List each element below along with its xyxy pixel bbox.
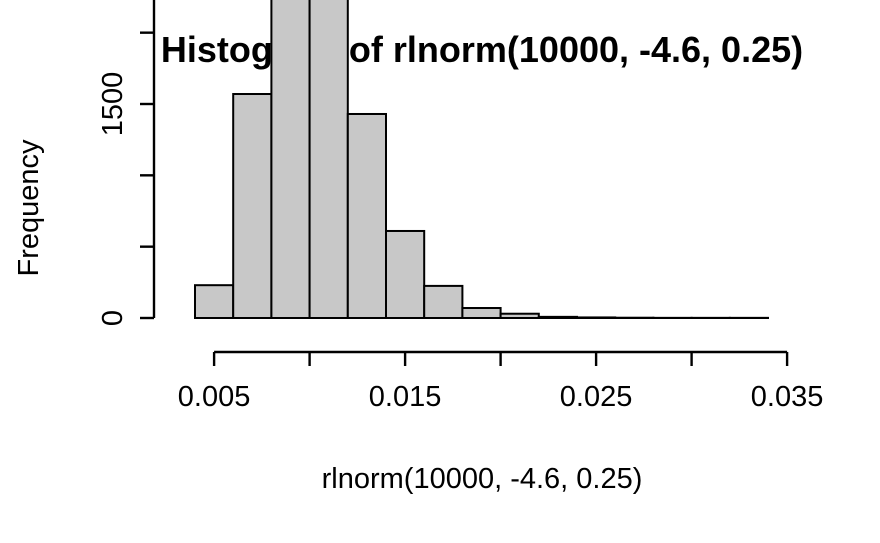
x-tick-label: 0.005 bbox=[178, 381, 251, 413]
histogram-bar bbox=[385, 229, 426, 319]
x-tick-label: 0.015 bbox=[369, 381, 442, 413]
histogram-bar bbox=[270, 0, 311, 319]
y-tick-label: 1500 bbox=[97, 72, 129, 137]
x-tick-label: 0.025 bbox=[560, 381, 633, 413]
histogram-bars bbox=[194, 0, 769, 320]
histogram-bar bbox=[308, 0, 349, 320]
histogram-bar bbox=[576, 316, 617, 319]
y-tick-label: 0 bbox=[97, 310, 129, 326]
histogram-bar bbox=[346, 112, 387, 319]
histogram-bar bbox=[194, 284, 235, 320]
histogram-bar bbox=[423, 284, 464, 319]
histogram-bar bbox=[537, 315, 578, 320]
histogram-bar bbox=[499, 312, 540, 320]
histogram-bar bbox=[461, 307, 502, 320]
x-tick-label: 0.035 bbox=[751, 381, 824, 413]
x-axis-label: rlnorm(10000, -4.6, 0.25) bbox=[322, 463, 643, 495]
y-axis-label: Frequency bbox=[13, 139, 45, 277]
chart-title: Histogram of rlnorm(10000, -4.6, 0.25) bbox=[161, 29, 803, 70]
histogram-bar bbox=[232, 93, 273, 319]
y-axis: 0 1500 bbox=[97, 0, 156, 326]
x-axis: 0.005 0.015 0.025 0.035 bbox=[178, 350, 824, 413]
